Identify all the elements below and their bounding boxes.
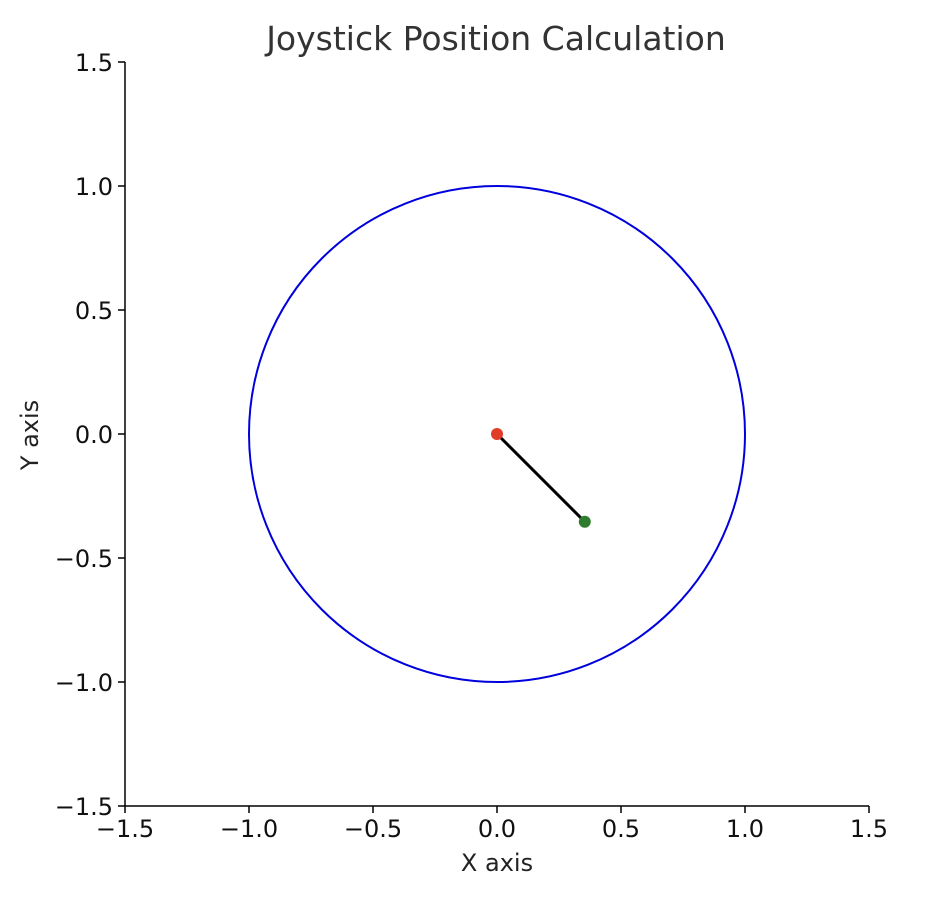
- x-tick-label: −1.0: [220, 815, 278, 843]
- y-tick-label: 0.0: [75, 421, 113, 449]
- vector-line: [495, 432, 586, 523]
- x-tick-label: 0.0: [478, 815, 516, 843]
- boundary-circle: [248, 185, 746, 683]
- axes: −1.5 −1.0 −0.5 0.0 0.5 1.0 1.5 −1.5 −1.0 −0.5 0.0 0…: [55, 49, 888, 843]
- y-tick-label: −0.5: [55, 545, 113, 573]
- x-tick-label: −1.5: [96, 815, 154, 843]
- chart-title: Joystick Position Calculation: [264, 19, 726, 58]
- y-tick-label: 0.5: [75, 297, 113, 325]
- y-tick-label: −1.0: [55, 669, 113, 697]
- x-axis-label: X axis: [461, 849, 533, 877]
- x-tick-label: 0.5: [602, 815, 640, 843]
- joystick-point: [578, 515, 591, 528]
- y-tick-label: −1.5: [55, 793, 113, 821]
- y-tick-label: 1.5: [75, 49, 113, 77]
- center-point: [491, 428, 503, 440]
- x-tick-label: 1.0: [726, 815, 764, 843]
- x-tick-label: −0.5: [344, 815, 402, 843]
- y-axis-label: Y axis: [16, 400, 44, 471]
- x-tick-label: 1.5: [850, 815, 888, 843]
- plot-area: [248, 185, 746, 683]
- y-tick-label: 1.0: [75, 173, 113, 201]
